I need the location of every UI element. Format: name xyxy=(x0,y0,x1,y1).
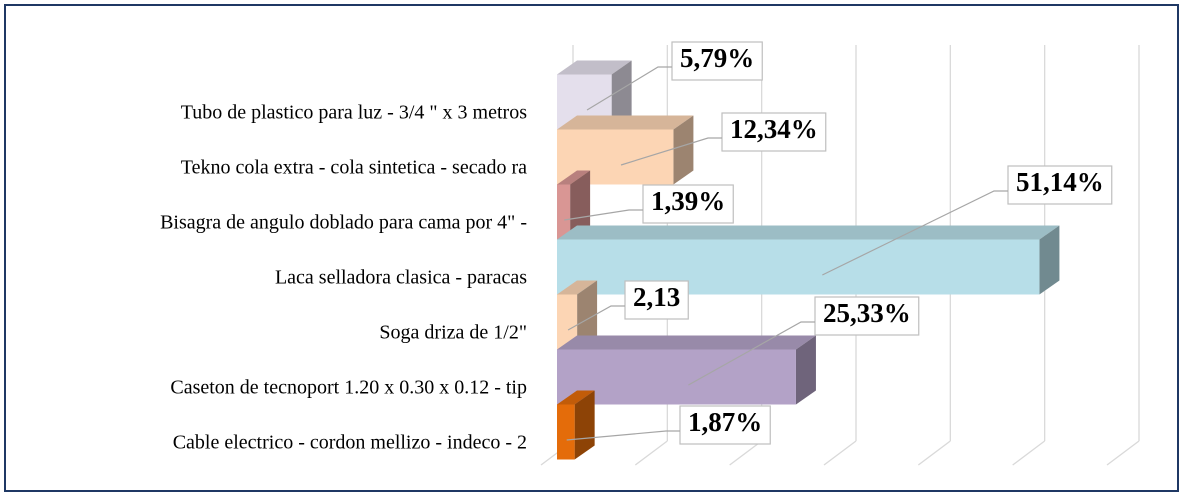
bar xyxy=(557,184,571,240)
category-label: Tubo de plastico para luz - 3/4 " x 3 me… xyxy=(181,102,527,124)
bar-side xyxy=(570,170,591,240)
bar-top xyxy=(557,115,694,130)
bar xyxy=(557,294,578,350)
category-label: Bisagra de angulo doblado para cama por … xyxy=(160,212,527,234)
value-label: 51,14% xyxy=(1016,167,1104,197)
category-label: Cable electrico - cordon mellizo - indec… xyxy=(173,432,527,454)
leader-line xyxy=(688,321,815,386)
label-box xyxy=(1007,165,1113,205)
category-label: Laca selladora clasica - paracas xyxy=(275,267,527,289)
label-box xyxy=(721,112,827,152)
value-label: 25,33% xyxy=(823,298,911,328)
bar-top xyxy=(557,170,591,185)
bar-side xyxy=(1039,225,1060,295)
leader-line xyxy=(566,430,680,441)
leader-line xyxy=(822,190,1008,276)
bar-side xyxy=(611,60,632,130)
bar-side xyxy=(795,335,816,405)
grid-line xyxy=(1106,440,1140,466)
leader-line xyxy=(567,305,625,331)
category-label: Tekno cola extra - cola sintetica - seca… xyxy=(181,157,527,179)
bar xyxy=(557,349,796,405)
label-box xyxy=(671,41,763,81)
bar-top xyxy=(557,60,632,75)
bar xyxy=(557,404,575,460)
bar-top xyxy=(557,225,1060,240)
value-label: 12,34% xyxy=(730,114,818,144)
leader-line xyxy=(586,66,672,111)
label-box xyxy=(814,296,920,336)
category-label: Soga driza de 1/2" xyxy=(379,322,527,344)
label-box xyxy=(679,405,771,445)
bar-side xyxy=(574,390,595,460)
value-label: 5,79% xyxy=(680,43,754,73)
bar-side xyxy=(577,280,598,350)
grid-line xyxy=(1012,440,1046,466)
bar-side xyxy=(673,115,694,185)
label-box xyxy=(624,280,689,320)
bar-top xyxy=(557,390,595,405)
leader-line xyxy=(620,137,722,166)
category-label: Caseton de tecnoport 1.20 x 0.30 x 0.12 … xyxy=(170,377,527,399)
value-label: 1,39% xyxy=(651,186,725,216)
label-box xyxy=(642,184,734,224)
grid-line xyxy=(917,440,951,466)
value-label: 2,13 xyxy=(633,282,680,312)
bar-top xyxy=(557,280,598,295)
leader-line xyxy=(564,209,643,221)
grid-line xyxy=(634,440,668,466)
grid-line xyxy=(823,440,857,466)
bar-top xyxy=(557,335,816,350)
grid-line xyxy=(729,440,763,466)
value-label: 1,87% xyxy=(688,407,762,437)
